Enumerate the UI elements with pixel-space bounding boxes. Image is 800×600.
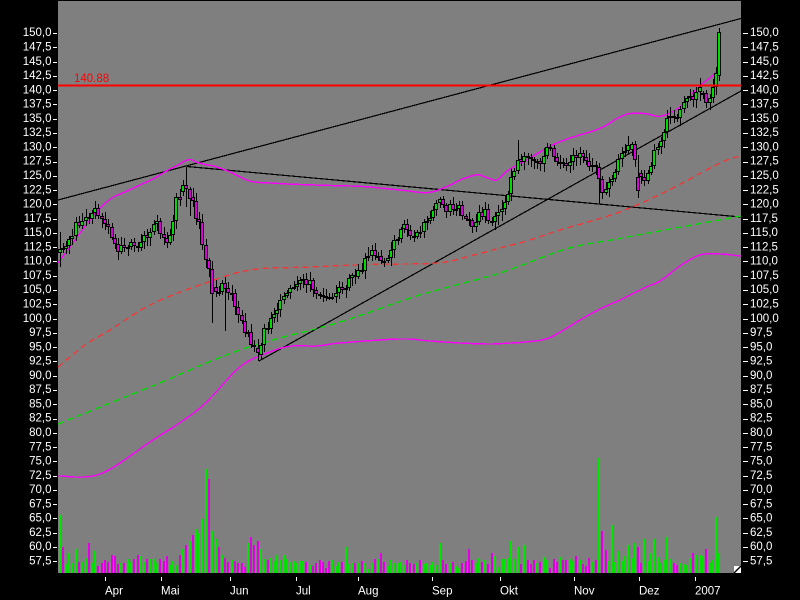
svg-text:62,5: 62,5	[750, 527, 772, 539]
svg-text:147,5: 147,5	[23, 42, 52, 54]
svg-text:97,5: 97,5	[29, 327, 51, 339]
svg-text:65,0: 65,0	[750, 513, 772, 525]
svg-text:Mai: Mai	[161, 586, 180, 598]
svg-text:105,0: 105,0	[750, 284, 779, 296]
svg-text:85,0: 85,0	[750, 398, 772, 410]
svg-text:Apr: Apr	[105, 586, 123, 598]
svg-text:Nov: Nov	[574, 586, 595, 598]
svg-text:57,5: 57,5	[29, 556, 51, 568]
svg-text:95,0: 95,0	[750, 341, 772, 353]
svg-text:110,0: 110,0	[24, 256, 52, 268]
svg-text:122,5: 122,5	[23, 184, 52, 196]
svg-text:82,5: 82,5	[29, 413, 51, 425]
svg-text:112,5: 112,5	[24, 241, 52, 253]
svg-text:115,0: 115,0	[24, 227, 52, 239]
svg-text:127,5: 127,5	[750, 156, 779, 168]
svg-text:142,5: 142,5	[23, 70, 52, 82]
svg-text:62,5: 62,5	[29, 527, 51, 539]
svg-text:Okt: Okt	[500, 586, 519, 598]
svg-text:135,0: 135,0	[750, 113, 779, 125]
svg-text:132,5: 132,5	[23, 127, 52, 139]
svg-text:120,0: 120,0	[23, 199, 52, 211]
svg-text:80,0: 80,0	[750, 427, 772, 439]
svg-text:Dez: Dez	[639, 586, 660, 598]
svg-text:87,5: 87,5	[750, 384, 772, 396]
svg-text:135,0: 135,0	[23, 113, 52, 125]
svg-text:102,5: 102,5	[750, 299, 779, 311]
svg-text:70,0: 70,0	[29, 484, 51, 496]
svg-text:147,5: 147,5	[750, 42, 779, 54]
svg-text:137,5: 137,5	[750, 99, 779, 111]
svg-text:77,5: 77,5	[29, 441, 51, 453]
svg-text:82,5: 82,5	[750, 413, 772, 425]
svg-text:117,5: 117,5	[750, 213, 778, 225]
svg-text:125,0: 125,0	[23, 170, 52, 182]
svg-text:145,0: 145,0	[23, 56, 52, 68]
svg-text:75,0: 75,0	[750, 456, 772, 468]
svg-text:117,5: 117,5	[24, 213, 52, 225]
svg-text:92,5: 92,5	[29, 356, 51, 368]
svg-text:107,5: 107,5	[23, 270, 52, 282]
svg-text:Jun: Jun	[230, 586, 249, 598]
svg-text:Sep: Sep	[432, 586, 452, 598]
svg-text:110,0: 110,0	[750, 256, 778, 268]
svg-text:140.88: 140.88	[74, 73, 109, 85]
svg-text:125,0: 125,0	[750, 170, 779, 182]
svg-text:67,5: 67,5	[29, 498, 51, 510]
svg-text:70,0: 70,0	[750, 484, 772, 496]
svg-text:Jul: Jul	[296, 586, 311, 598]
svg-text:120,0: 120,0	[750, 199, 779, 211]
svg-text:140,0: 140,0	[750, 84, 779, 96]
svg-text:87,5: 87,5	[29, 384, 51, 396]
svg-text:150,0: 150,0	[750, 27, 779, 39]
svg-text:130,0: 130,0	[750, 141, 779, 153]
svg-text:137,5: 137,5	[23, 99, 52, 111]
svg-text:57,5: 57,5	[750, 556, 772, 568]
svg-text:100,0: 100,0	[750, 313, 779, 325]
svg-text:60,0: 60,0	[750, 541, 772, 553]
svg-text:85,0: 85,0	[29, 398, 51, 410]
svg-text:150,0: 150,0	[23, 27, 52, 39]
svg-text:72,5: 72,5	[750, 470, 772, 482]
svg-text:140,0: 140,0	[23, 84, 52, 96]
svg-text:90,0: 90,0	[29, 370, 51, 382]
svg-text:122,5: 122,5	[750, 184, 779, 196]
svg-text:Aug: Aug	[358, 586, 378, 598]
svg-text:130,0: 130,0	[23, 141, 52, 153]
svg-text:127,5: 127,5	[23, 156, 52, 168]
svg-text:100,0: 100,0	[23, 313, 52, 325]
svg-text:107,5: 107,5	[750, 270, 779, 282]
svg-text:80,0: 80,0	[29, 427, 51, 439]
svg-text:102,5: 102,5	[23, 299, 52, 311]
svg-text:67,5: 67,5	[750, 498, 772, 510]
svg-text:77,5: 77,5	[750, 441, 772, 453]
svg-text:112,5: 112,5	[750, 241, 778, 253]
svg-text:97,5: 97,5	[750, 327, 772, 339]
svg-text:65,0: 65,0	[29, 513, 51, 525]
svg-text:105,0: 105,0	[23, 284, 52, 296]
svg-text:72,5: 72,5	[29, 470, 51, 482]
svg-text:60,0: 60,0	[29, 541, 51, 553]
svg-text:95,0: 95,0	[29, 341, 51, 353]
svg-text:132,5: 132,5	[750, 127, 779, 139]
svg-text:142,5: 142,5	[750, 70, 779, 82]
svg-text:2007: 2007	[695, 586, 721, 598]
svg-text:75,0: 75,0	[29, 456, 51, 468]
svg-text:115,0: 115,0	[750, 227, 778, 239]
svg-text:145,0: 145,0	[750, 56, 779, 68]
svg-text:92,5: 92,5	[750, 356, 772, 368]
svg-text:90,0: 90,0	[750, 370, 772, 382]
